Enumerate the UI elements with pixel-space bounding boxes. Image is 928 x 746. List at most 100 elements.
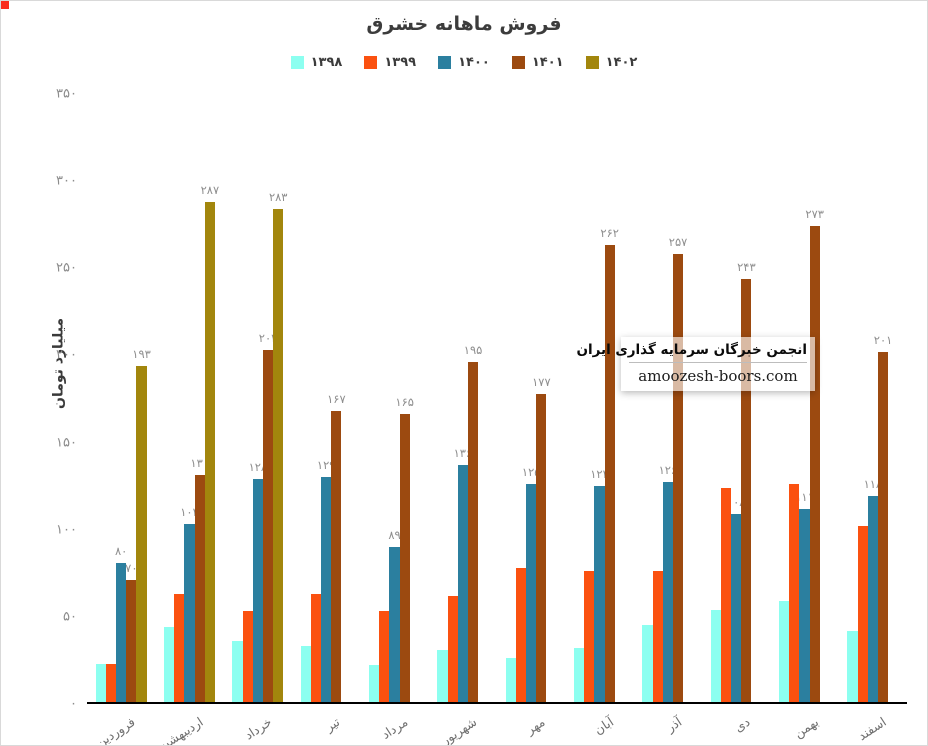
bar-۱۳۹۹-0 <box>105 663 117 702</box>
y-axis-ticks: ۰ ۵۰ ۱۰۰ ۱۵۰ ۲۰۰ ۲۵۰ ۳۰۰ ۳۵۰ <box>1 87 77 712</box>
bar-۱۳۹۹-5 <box>447 595 458 702</box>
bar-value-label: ۱۱۸ <box>863 477 883 492</box>
bar-value-label: ۱۹۳ <box>132 346 151 361</box>
legend-label: ۱۳۹۹ <box>384 55 417 70</box>
bar-۱۴۰۰-2 <box>252 478 263 702</box>
bar-value-label: ۲۸۳ <box>268 189 288 204</box>
watermark-site-url: amoozesh-boors.com <box>638 367 798 385</box>
bar-۱۴۰۱-7 <box>604 245 615 702</box>
bar-value-label: ۱۲۶ <box>658 463 678 478</box>
x-tick-label-5: شهریور <box>438 714 480 746</box>
x-tick-label-1: اردیبهشت <box>154 714 206 746</box>
legend-item-2[interactable]: ۱۴۰۰ <box>438 55 490 70</box>
legend-swatch <box>585 56 599 69</box>
bar-۱۳۹۹-4 <box>379 611 390 702</box>
bar-۱۳۹۹-6 <box>515 567 527 702</box>
x-tick-label-2: خرداد <box>241 714 275 743</box>
bar-۱۳۹۸-5 <box>437 649 448 702</box>
bar-value-label: ۷۰ <box>125 561 138 575</box>
bar-۱۳۹۹-10 <box>789 484 800 702</box>
bar-۱۴۰۱-10 <box>809 226 820 702</box>
bar-value-label: ۱۳۰ <box>190 456 209 471</box>
bar-۱۴۰۰-5 <box>457 464 468 702</box>
bar-value-label: ۱۱۱ <box>795 489 814 504</box>
x-tick-label-4: مرداد <box>378 714 411 742</box>
bar-value-label: ۱۲۹ <box>316 458 336 473</box>
y-tick-label: ۳۵۰ <box>56 86 77 102</box>
watermark-org-name: انجمن خبرگان سرمایه گذاری ایران <box>576 342 807 358</box>
bar-value-label: ۲۷۳ <box>805 207 824 222</box>
bar-value-label: ۱۹۵ <box>463 343 483 358</box>
bar-۱۴۰۲-1 <box>204 201 215 702</box>
y-tick-label: ۵۰ <box>63 609 77 625</box>
bar-value-label: ۱۲۸ <box>248 459 268 474</box>
legend-item-3[interactable]: ۱۴۰۱ <box>511 55 564 70</box>
bar-value-label: ۸۹ <box>388 527 401 542</box>
bar-value-label: ۲۰۱ <box>873 332 893 347</box>
bar-value-label: ۱۰۸ <box>726 494 746 509</box>
x-tick-label-3: تیر <box>322 714 343 735</box>
bar-۱۴۰۱-5 <box>467 362 479 702</box>
bar-۱۴۰۰-10 <box>799 508 810 702</box>
x-tick-label-8: آذر <box>663 714 685 735</box>
bar-value-label: ۱۶۵ <box>395 395 414 410</box>
bar-۱۳۹۹-7 <box>584 571 595 702</box>
bar-۱۴۰۰-11 <box>867 496 878 702</box>
bar-۱۳۹۸-4 <box>369 665 380 702</box>
corner-artifact <box>1 1 9 9</box>
y-tick-label: ۱۰۰ <box>56 522 77 538</box>
bar-value-label: ۱۲۴ <box>590 466 609 481</box>
bar-۱۳۹۸-0 <box>95 663 106 702</box>
bar-value-label: ۲۵۷ <box>668 235 688 250</box>
y-tick-label: ۱۵۰ <box>56 435 77 451</box>
watermark: انجمن خبرگان سرمایه گذاری ایران amoozesh… <box>576 337 815 391</box>
bar-۱۴۰۲-2 <box>273 208 284 702</box>
bar-۱۳۹۸-1 <box>164 627 175 702</box>
legend-item-0[interactable]: ۱۳۹۸ <box>290 55 343 70</box>
legend-item-1[interactable]: ۱۳۹۹ <box>364 55 416 70</box>
bar-۱۴۰۱-11 <box>877 351 889 702</box>
x-axis-labels: فروردین اردیبهشت خرداد تیر مرداد شهریور مهر آبا… <box>87 706 907 746</box>
bar-۱۴۰۰-1 <box>184 524 195 702</box>
bar-۱۴۰۱-3 <box>331 410 342 702</box>
bar-value-label: ۲۸۷ <box>200 182 220 197</box>
x-tick-label-6: مهر <box>522 714 548 738</box>
legend: ۱۳۹۸ ۱۳۹۹ ۱۴۰۰ ۱۴۰۱ ۱۴۰۲ <box>1 55 927 70</box>
bar-۱۳۹۹-11 <box>857 525 868 702</box>
y-tick-label: ۰ <box>70 696 77 712</box>
bar-۱۴۰۱-4 <box>399 414 410 702</box>
legend-swatch <box>511 56 525 69</box>
y-tick-label: ۲۵۰ <box>56 260 77 276</box>
legend-swatch <box>438 56 452 69</box>
bar-value-label: ۲۶۲ <box>600 226 619 241</box>
y-tick-label: ۳۰۰ <box>56 173 77 189</box>
y-tick-label: ۲۰۰ <box>56 347 77 363</box>
legend-label: ۱۴۰۲ <box>605 55 638 70</box>
bar-۱۳۹۸-11 <box>847 630 858 702</box>
watermark-divider <box>629 362 807 363</box>
legend-swatch <box>290 56 304 69</box>
legend-label: ۱۳۹۸ <box>310 55 343 70</box>
bar-۱۴۰۱-9 <box>741 278 752 702</box>
legend-swatch <box>364 56 378 69</box>
bar-۱۳۹۸-7 <box>574 647 585 702</box>
x-tick-label-11: اسفند <box>855 714 890 744</box>
bar-۱۴۰۰-3 <box>321 477 332 702</box>
bar-۱۳۹۸-10 <box>779 600 790 702</box>
bar-۱۳۹۹-2 <box>242 611 253 702</box>
legend-label: ۱۴۰۰ <box>458 55 490 70</box>
bar-۱۴۰۰-0 <box>116 562 127 702</box>
bar-۱۳۹۹-1 <box>174 593 185 702</box>
bar-value-label: ۱۳۶ <box>453 445 473 460</box>
bar-۱۳۹۸-2 <box>232 641 243 702</box>
chart-title: فروش ماهانه خشرق <box>366 13 562 35</box>
bar-۱۴۰۱-2 <box>262 349 274 702</box>
legend-label: ۱۴۰۱ <box>531 55 564 70</box>
bar-value-label: ۲۴۳ <box>737 259 756 274</box>
legend-item-4[interactable]: ۱۴۰۲ <box>585 55 638 70</box>
x-tick-label-0: فروردین <box>92 714 138 746</box>
plot-area: ۸۰ ۷۰ ۱۹۳ ۱۰۲ ۱۳۰ ۲۸۷ ۱۲۸ ۲۰۲ ۲۸۳ ۱۲۹ ۱۶۷ ۸۹ ۱۶۵ ۱۳۶ ۱… <box>87 94 907 704</box>
bar-value-label: ۱۷۷ <box>532 374 551 389</box>
bar-۱۴۰۱-8 <box>672 254 684 702</box>
